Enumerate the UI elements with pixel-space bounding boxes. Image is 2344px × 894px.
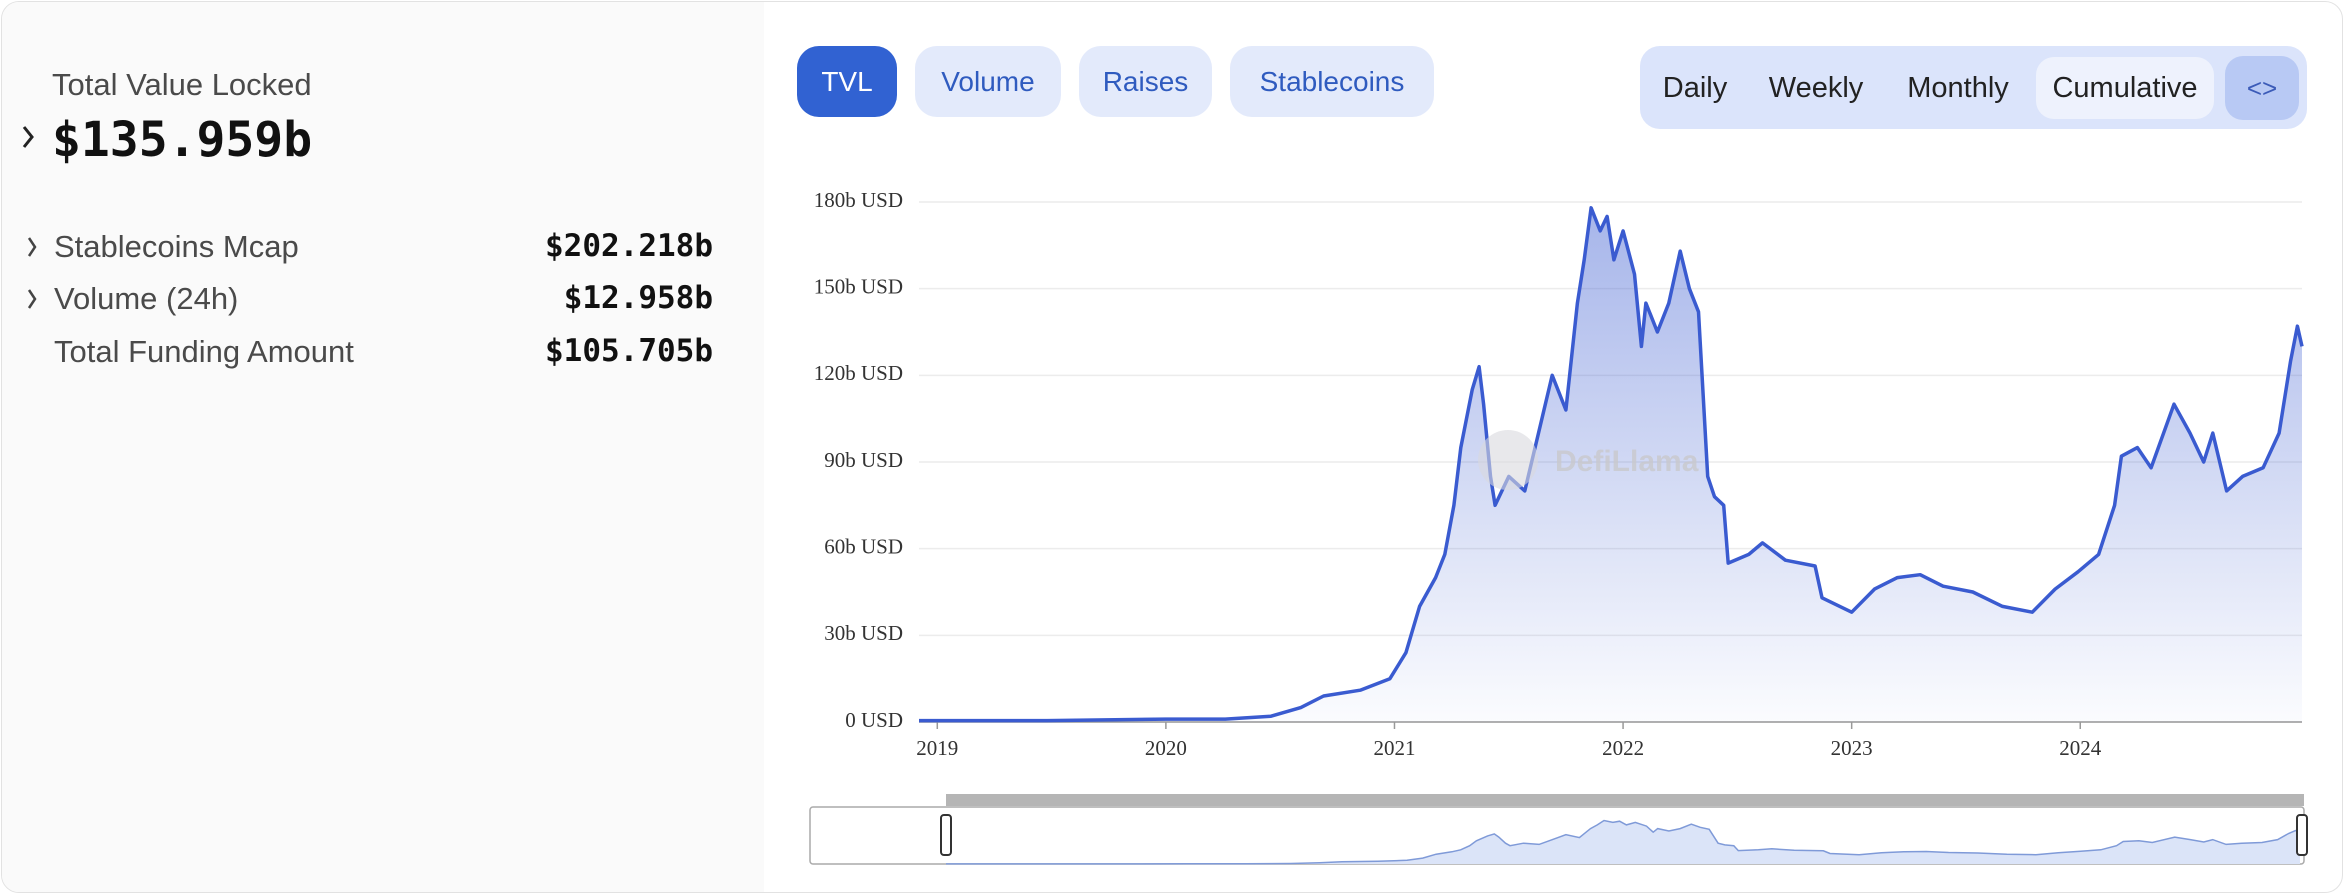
navigator-line [946,819,2301,865]
y-tick-label: 120b USD [814,361,903,385]
chevron[interactable] [27,237,37,257]
x-tick-label: 2022 [1602,736,1644,760]
x-tick-label: 2020 [1145,736,1187,760]
tab[interactable]: Stablecoins [1230,46,1434,117]
tab[interactable]: TVL [797,46,897,117]
metric-value: $105.705b [545,333,713,369]
tvl-line [919,206,2304,723]
period-button[interactable]: Cumulative [2036,57,2214,119]
brush-handle[interactable] [940,814,952,856]
area-fill [919,207,2302,723]
summary-panel [2,2,764,892]
period-button[interactable]: Daily [1662,71,1728,104]
metric-value: $202.218b [545,228,713,264]
y-tick-label: 180b USD [814,188,903,212]
x-tick-label: 2019 [916,736,958,760]
tvl-title: Total Value Locked [52,67,312,102]
metric-label[interactable]: Stablecoins Mcap [54,229,299,264]
plot-area: 0 USD 30b USD 60b USD 90b USD 120b USD 150b U… [814,188,2304,760]
x-tick-label: 2024 [2059,736,2102,760]
brush-bar[interactable] [946,794,2304,806]
metric-label[interactable]: Volume (24h) [54,281,239,316]
chevron[interactable] [27,289,37,309]
y-tick-label: 90b USD [824,448,903,472]
x-tick-label: 2023 [1831,736,1873,760]
period-button[interactable]: Monthly [1907,71,2009,104]
tab[interactable]: Volume [915,46,1061,117]
tvl-value: $135.959b [52,112,313,168]
watermark-logo [1478,430,1538,490]
y-tick-label: 60b USD [824,534,903,558]
metric-value: $12.958b [563,280,713,316]
brush-handle[interactable] [2296,814,2308,856]
y-tick-label: 0 USD [845,708,903,732]
chevron[interactable] [22,126,34,148]
navigator-series [946,819,2301,865]
tab[interactable]: Raises [1079,46,1212,117]
period-button[interactable]: Weekly [1768,71,1864,104]
x-tick-label: 2021 [1373,736,1415,760]
metric-label: Total Funding Amount [54,334,354,369]
embed-button[interactable]: <> [2225,56,2299,120]
navigator-fill [946,820,2300,864]
y-tick-label: 150b USD [814,274,903,298]
watermark: DefiLlama [1555,445,1699,478]
y-tick-label: 30b USD [824,621,903,645]
